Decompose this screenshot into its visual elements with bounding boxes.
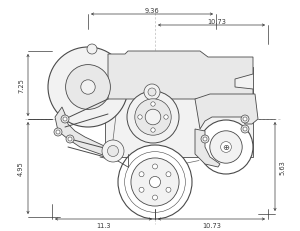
Circle shape: [151, 128, 155, 133]
Circle shape: [61, 116, 69, 123]
Circle shape: [152, 195, 158, 200]
Circle shape: [243, 118, 247, 122]
Circle shape: [139, 188, 144, 192]
Polygon shape: [108, 52, 253, 100]
Circle shape: [164, 115, 168, 120]
Text: ⊕: ⊕: [223, 143, 230, 152]
Circle shape: [87, 45, 97, 55]
Circle shape: [63, 118, 67, 122]
Circle shape: [152, 164, 158, 169]
Circle shape: [149, 177, 161, 188]
Text: 11.3: 11.3: [96, 222, 111, 228]
Circle shape: [166, 172, 171, 177]
Circle shape: [199, 121, 253, 174]
Circle shape: [66, 65, 110, 110]
Circle shape: [241, 116, 249, 123]
Circle shape: [131, 158, 179, 206]
Circle shape: [241, 125, 249, 134]
Text: 10.73: 10.73: [202, 222, 221, 228]
Polygon shape: [55, 108, 115, 157]
Polygon shape: [195, 94, 258, 129]
Text: 4.95: 4.95: [18, 161, 24, 176]
Circle shape: [201, 135, 209, 143]
Circle shape: [102, 140, 124, 162]
Circle shape: [203, 137, 207, 141]
Circle shape: [166, 188, 171, 192]
Circle shape: [148, 89, 156, 97]
Text: 10.73: 10.73: [207, 19, 226, 25]
Circle shape: [68, 137, 72, 141]
Circle shape: [138, 115, 142, 120]
Circle shape: [145, 110, 161, 125]
Circle shape: [107, 146, 118, 157]
Text: 7.25: 7.25: [18, 78, 24, 93]
Circle shape: [81, 80, 95, 95]
Text: 9.36: 9.36: [145, 8, 159, 14]
Circle shape: [56, 131, 60, 134]
Circle shape: [243, 128, 247, 131]
Circle shape: [127, 92, 179, 143]
Circle shape: [66, 135, 74, 143]
Circle shape: [220, 142, 231, 153]
Circle shape: [54, 128, 62, 137]
Circle shape: [135, 99, 171, 136]
Circle shape: [139, 172, 144, 177]
Text: 5.63: 5.63: [279, 159, 285, 174]
Circle shape: [118, 145, 192, 219]
Circle shape: [48, 48, 128, 128]
Bar: [105, 68, 253, 157]
Circle shape: [210, 131, 242, 164]
Circle shape: [144, 85, 160, 100]
Polygon shape: [195, 129, 220, 167]
Circle shape: [151, 102, 155, 107]
